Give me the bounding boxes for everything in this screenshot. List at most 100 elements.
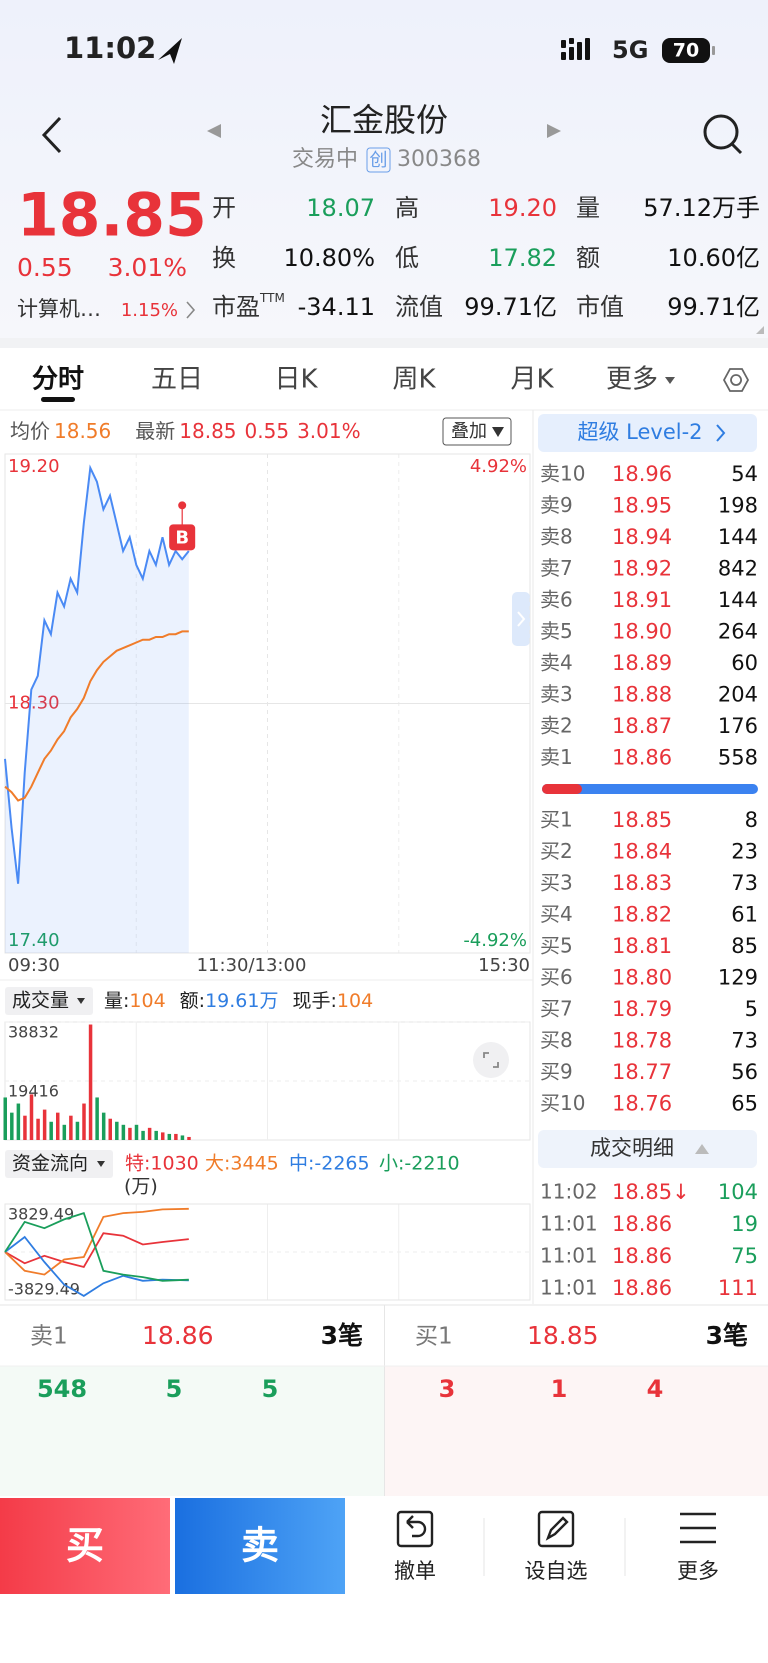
price-line: [4, 464, 190, 884]
volume-caret: [77, 998, 85, 1004]
tab[interactable]: 五日: [151, 365, 203, 395]
stat-label-text: 市盈: [212, 293, 260, 321]
book-volume: 558: [718, 746, 758, 770]
volume-stat-label: 额:: [180, 990, 205, 1012]
sell-label: 卖: [241, 1524, 279, 1568]
book-label: 买1: [540, 808, 573, 832]
tab[interactable]: 日K: [274, 365, 318, 395]
volume-bar: [69, 1115, 73, 1140]
book-price: 18.81: [612, 934, 672, 958]
tab[interactable]: 更多: [606, 365, 658, 395]
buy-button[interactable]: [0, 1498, 170, 1594]
trade-time: 11:02: [540, 1180, 598, 1204]
latest-label: 最新: [135, 419, 175, 443]
sell-button[interactable]: [175, 1498, 345, 1594]
queue-label: 买1: [415, 1324, 453, 1350]
overlay-label: 叠加: [451, 421, 487, 442]
fund-line: [4, 1232, 189, 1269]
book-price: 18.87: [612, 714, 672, 738]
book-label: 买3: [540, 871, 573, 895]
level2-chevron: [716, 424, 726, 442]
fullscreen-button[interactable]: [473, 1042, 509, 1078]
stat-value: 10.60亿: [667, 244, 760, 272]
marker-dot: [178, 501, 187, 510]
stat-label: 量: [576, 194, 600, 222]
trade-marker: [169, 524, 196, 551]
stat-label: 开: [212, 194, 236, 222]
stat-label-text: 市值: [576, 293, 624, 321]
y2-tick-label: 4.92%: [470, 456, 527, 477]
more-caret: [665, 377, 675, 384]
volume-bar: [42, 1109, 47, 1140]
price-change: 0.55: [17, 253, 73, 282]
overlay-button[interactable]: [442, 417, 512, 446]
trade-price: 18.86: [612, 1244, 672, 1268]
queue-order: 1: [551, 1375, 568, 1403]
battery-level: 70: [673, 40, 699, 62]
queue-count: 3笔: [706, 1321, 748, 1350]
volume-bar: [10, 1112, 14, 1140]
toolbar-action[interactable]: 设自选: [525, 1559, 588, 1583]
last-price: 18.85: [17, 181, 207, 251]
book-price: 18.88: [612, 683, 672, 707]
volume-bar: [75, 1121, 80, 1140]
volume-bar: [121, 1124, 126, 1140]
network-label: 5G: [612, 36, 648, 64]
board-badge: [366, 147, 391, 173]
fund-selector[interactable]: [5, 1150, 113, 1178]
stat-label: 额: [576, 244, 600, 272]
book-label: 买8: [540, 1028, 573, 1052]
toolbar-action[interactable]: 更多: [677, 1559, 719, 1583]
volume-selector[interactable]: [5, 987, 93, 1015]
settings-button[interactable]: [722, 368, 750, 392]
queue-order: 5: [166, 1375, 183, 1403]
toolbar-action[interactable]: 撤单: [394, 1559, 436, 1583]
book-label: 卖1: [540, 745, 573, 769]
fund-label: 资金流向: [12, 1153, 88, 1175]
book-volume: 144: [718, 525, 758, 549]
latest-change-pct: 3.01%: [297, 419, 361, 443]
stat-value: 19.20: [488, 194, 557, 222]
volume-bar: [147, 1127, 152, 1140]
y-tick-label: 19.20: [8, 456, 60, 477]
queue-order: 5: [262, 1375, 279, 1403]
y2-tick-label: -4.92%: [463, 930, 527, 951]
book-volume: 198: [718, 494, 758, 518]
latest-change: 0.55: [245, 419, 290, 443]
book-volume: 23: [731, 840, 758, 864]
buy-label: 买: [66, 1524, 104, 1568]
search-button[interactable]: [703, 114, 743, 155]
volume-bar: [82, 1103, 86, 1140]
book-price: 18.86: [612, 746, 672, 770]
book-volume: 65: [731, 1092, 758, 1116]
volume-stats: 量:104 额:19.61万 现手:104: [104, 990, 373, 1012]
book-label: 买10: [540, 1091, 585, 1115]
book-volume: 61: [731, 903, 758, 927]
volume-stat-label: 现手:: [292, 990, 336, 1012]
sector-name[interactable]: 计算机…: [17, 297, 101, 321]
trades-title: 成交明细: [590, 1136, 674, 1160]
trade-volume: 111: [718, 1276, 758, 1300]
book-label: 卖6: [540, 588, 573, 612]
stat-label: 换: [212, 244, 236, 272]
tab[interactable]: 月K: [510, 365, 554, 395]
volume-bar: [141, 1130, 145, 1140]
collapse-tab[interactable]: [512, 592, 530, 646]
book-label: 卖3: [540, 682, 573, 706]
tab[interactable]: 分时: [32, 365, 84, 395]
corner-mark: [756, 326, 764, 334]
next-stock[interactable]: [547, 124, 561, 138]
chart-info: 均价 18.56 最新 18.85 0.55 3.01%: [10, 419, 361, 443]
book-volume: 264: [718, 620, 758, 644]
tab[interactable]: 周K: [392, 365, 436, 395]
level2-button[interactable]: [538, 414, 757, 452]
avg-label: 均价: [10, 419, 50, 443]
book-price: 18.77: [612, 1060, 672, 1084]
back-button[interactable]: [41, 116, 62, 154]
stat-label-text: 换: [212, 244, 236, 272]
trades-header[interactable]: [538, 1130, 757, 1168]
prev-stock[interactable]: [207, 124, 221, 138]
battery-icon: [662, 38, 710, 63]
